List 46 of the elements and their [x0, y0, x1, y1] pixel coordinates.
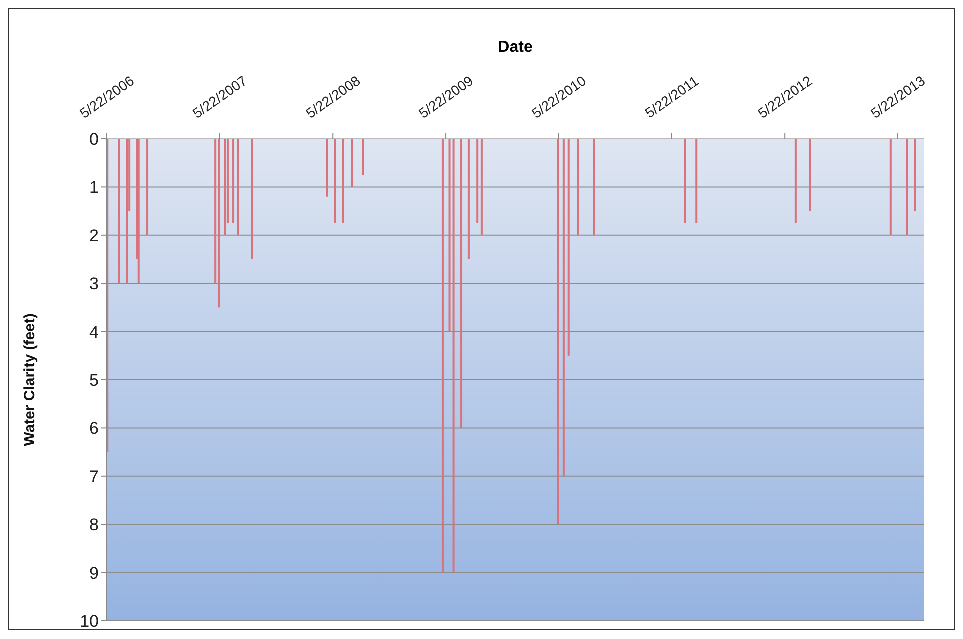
bar: [476, 139, 479, 224]
bar: [809, 139, 812, 212]
bar: [107, 139, 109, 452]
bar: [224, 139, 226, 236]
y-tick-label: 5: [90, 371, 99, 390]
bar: [593, 139, 596, 236]
bar: [362, 139, 364, 176]
bar: [906, 139, 908, 236]
y-tick-label: 7: [90, 467, 99, 486]
bar: [237, 139, 240, 236]
y-tick-label: 2: [90, 226, 99, 246]
bar: [326, 139, 328, 197]
bar: [468, 139, 470, 260]
bar: [577, 139, 580, 236]
x-axis-title: Date: [497, 39, 534, 57]
bar: [890, 139, 892, 236]
bar: [684, 139, 686, 224]
bar: [232, 139, 235, 224]
y-axis-title: Water Clarity (feet): [21, 314, 38, 446]
bar: [460, 139, 463, 428]
y-tick-label: 6: [90, 419, 99, 438]
y-tick-label: 10: [80, 612, 99, 632]
bar: [334, 139, 336, 224]
bar: [562, 139, 565, 476]
y-tick-label: 8: [90, 516, 99, 535]
bar: [342, 139, 344, 224]
bar: [794, 139, 797, 224]
bar: [480, 139, 483, 236]
bar: [146, 139, 149, 236]
y-tick-label: 1: [90, 178, 99, 198]
y-tick-label: 9: [90, 564, 99, 583]
bar: [568, 139, 570, 356]
bar: [442, 139, 444, 573]
bar: [218, 139, 220, 308]
bar: [138, 139, 140, 284]
bar: [351, 139, 354, 188]
bar: [448, 139, 451, 332]
bar: [696, 139, 698, 224]
bar: [118, 139, 120, 284]
y-tick-label: 3: [90, 274, 99, 294]
y-tick-label: 4: [90, 322, 99, 342]
y-tick-label: 0: [90, 130, 99, 150]
bar: [251, 139, 254, 260]
bar: [914, 139, 916, 212]
bar: [557, 139, 560, 525]
bar: [452, 139, 455, 573]
